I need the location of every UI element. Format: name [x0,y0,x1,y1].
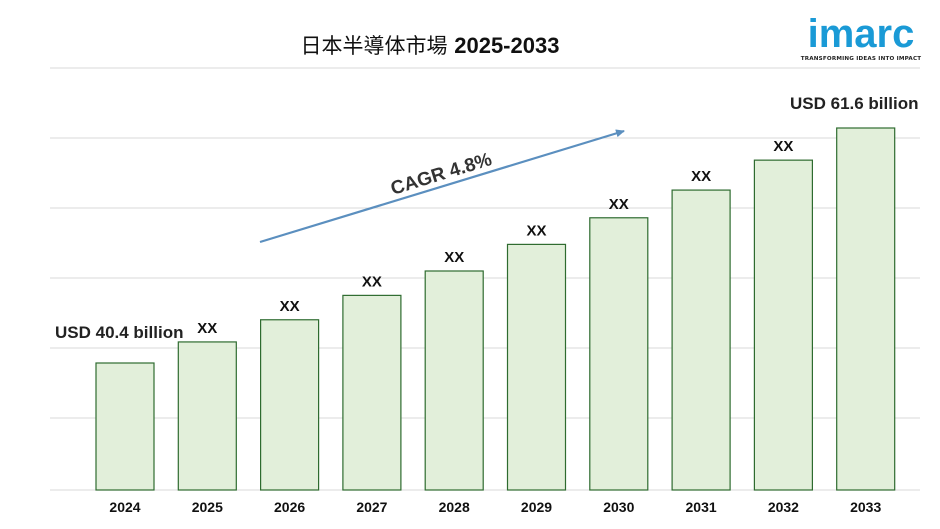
bar-value-label: XX [609,196,629,213]
x-tick-label: 2028 [439,499,470,515]
x-tick-label: 2031 [686,499,717,515]
bar-2025 [177,341,237,491]
first-value-label: USD 40.4 billion [55,323,183,342]
bar-2028 [424,270,484,491]
x-tick-label: 2029 [521,499,552,515]
x-tick-label: 2027 [356,499,387,515]
cagr-arrow-line [259,129,625,244]
bar-value-label: XX [773,138,793,155]
bar-2029 [506,243,567,491]
bar-2032 [753,159,814,491]
bar-2026 [260,319,320,491]
bar-value-label: XX [197,320,217,337]
last-value-label: USD 61.6 billion [790,94,918,113]
cagr-arrow: CAGR 4.8% [259,129,625,244]
chart-title-years: 2025-2033 [454,33,560,58]
chart-title: 日本半導体市場 2025-2033 [0,30,860,60]
bar-2024 [95,362,155,491]
logo-tagline: TRANSFORMING IDEAS INTO IMPACT [800,56,922,62]
bar-2031 [671,189,731,491]
logo-word: imarc [807,12,915,56]
bar-value-label: XX [526,222,546,239]
x-tick-label: 2025 [192,499,223,515]
bar-value-label: XX [362,273,382,290]
bars [95,127,896,491]
bar-value-label: XX [691,168,711,185]
x-tick-label: 2026 [274,499,305,515]
bar-2033 [836,127,896,491]
bar-labels: XX XX XX XX XX XX XX XX USD 40.4 billion USD 61.6… [55,94,918,342]
bar-value-label: XX [280,298,300,315]
bar-2030 [589,217,649,491]
chart-title-text: 日本半導体市場 [300,34,448,58]
x-tick-labels: 2024 2025 2026 2027 2028 2029 2030 2031 2032 2033 [109,499,881,515]
x-tick-label: 2033 [850,499,881,515]
x-tick-label: 2024 [109,499,140,515]
x-tick-label: 2032 [768,499,799,515]
bar-2027 [342,294,402,491]
bar-value-label: XX [444,249,464,266]
x-tick-label: 2030 [603,499,634,515]
imarc-logo: imarc TRANSFORMING IDEAS INTO IMPACT [796,14,926,62]
